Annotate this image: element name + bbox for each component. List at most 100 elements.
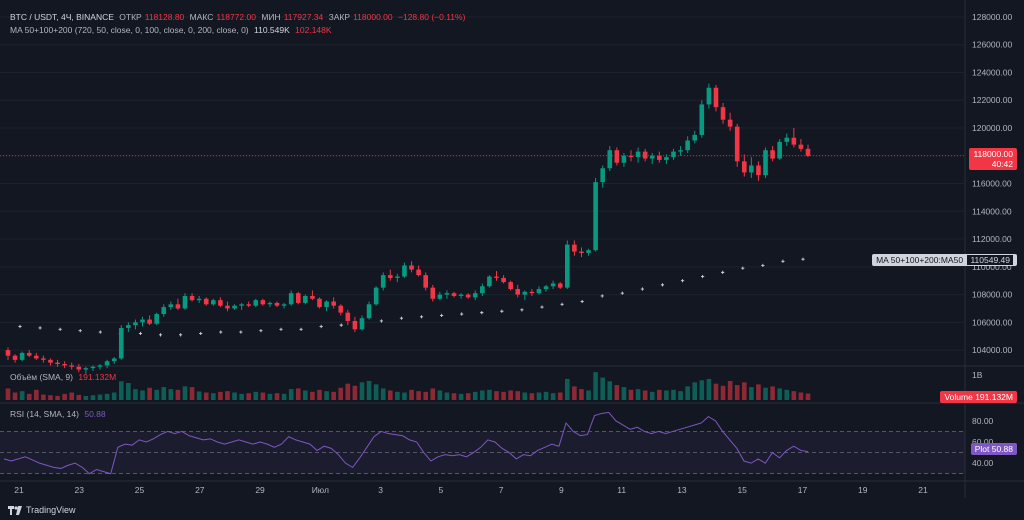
candle-body [763,150,768,176]
ma-series [18,257,805,337]
time-tick-label: 23 [75,485,85,495]
ma-point [480,311,484,315]
candle-body [480,286,485,294]
volume-bar [62,393,67,400]
volume-bar [211,393,216,400]
volume-bar [749,387,754,400]
candle-body [770,150,775,159]
candle-body [444,293,450,295]
candle-body [458,294,464,296]
candle-body [239,304,244,306]
volume-title[interactable]: Объём (SMA, 9) [10,372,73,382]
volume-bar [642,390,648,400]
candle-body [741,161,747,173]
rsi-legend[interactable]: RSI (14, SMA, 14) 50.88 [10,409,109,419]
ma-axis-tag-label: MA 50+100+200:MA50 [876,255,964,265]
ma-title[interactable]: MA 50+100+200 (720, 50, close, 0, 100, c… [10,25,249,35]
ma-point [279,327,283,331]
ma-point [460,312,464,316]
candle-body [572,244,577,252]
volume-bar [111,392,117,400]
tradingview-logo[interactable]: TradingView [8,505,76,515]
candle-body [557,283,563,288]
candle-body [579,251,584,253]
volume-bar [118,381,124,400]
time-tick-label: 11 [617,485,626,495]
candle-body [310,295,315,299]
candle-body [62,364,67,366]
low-label: МИН [261,12,281,22]
candle-series [5,83,811,374]
candle-body [34,355,39,359]
volume-bar [182,386,188,400]
volume-bar [331,391,336,400]
candle-body [621,155,627,163]
rsi-title[interactable]: RSI (14, SMA, 14) [10,409,79,419]
volume-bar [494,391,499,400]
ma-point [38,326,42,330]
candle-body [55,362,60,364]
volume-bar [317,389,322,400]
volume-bar [756,384,761,400]
volume-bar [126,383,131,400]
candle-body [104,361,110,366]
candle-body [685,140,690,151]
symbol-name[interactable]: BTC / USDT, 4Ч, BINANCE [10,12,114,22]
volume-bar [352,385,358,400]
volume-bar [678,391,683,400]
volume-bar [777,388,782,400]
candle-body [402,265,407,277]
time-tick-label: 7 [499,485,504,495]
close-value: 118000.00 [353,12,393,22]
candle-body [140,319,145,323]
candle-body [154,314,159,324]
candle-body [713,87,719,108]
price-tick-label: 128000.00 [972,12,1012,22]
volume-bar [267,393,273,400]
candle-body [111,358,117,362]
volume-bar [83,395,89,400]
time-tick-label: 27 [195,485,205,495]
rsi-tag-value: 50.88 [991,444,1013,454]
candle-body [472,293,478,298]
close-label: ЗАКР [328,12,351,22]
candle-body [451,293,457,296]
volume-bar [380,388,386,400]
candle-body [380,275,386,288]
candle-body [69,365,75,367]
time-tick-label: Июл [312,485,329,495]
volume-bar [203,392,209,400]
ma-point [660,283,665,287]
ma-legend[interactable]: MA 50+100+200 (720, 50, close, 0, 100, c… [10,25,335,35]
candle-body [189,295,195,301]
price-tick-label: 114000.00 [972,206,1012,216]
time-tick-label: 9 [559,485,564,495]
candle-body [345,312,351,321]
candle-body [543,286,549,290]
candle-body [331,301,336,306]
price-tick-label: 116000.00 [972,179,1012,189]
volume-bar [564,378,570,400]
volume-legend[interactable]: Объём (SMA, 9) 191.132M [10,372,119,382]
rsi-line [3,411,809,475]
ma-point [540,305,544,309]
candle-body [657,155,662,160]
ma-point [680,279,685,283]
candle-body [649,155,655,159]
volume-bar [338,387,344,400]
volume-bar [451,393,457,400]
volume-bar [274,393,280,400]
ma-point [399,316,404,320]
change-value: −128.80 (−0.11%) [398,12,466,22]
volume-bar [97,394,103,400]
candle-body [607,150,613,169]
volume-bar [225,391,230,400]
volume-bar [19,391,25,400]
candle-body [465,294,471,298]
volume-bar [649,391,655,400]
price-tick-label: 106000.00 [972,317,1012,327]
symbol-legend[interactable]: BTC / USDT, 4Ч, BINANCE ОТКР 118128.80 МА… [10,12,468,22]
volume-bar [41,394,46,400]
candle-body [267,302,273,305]
